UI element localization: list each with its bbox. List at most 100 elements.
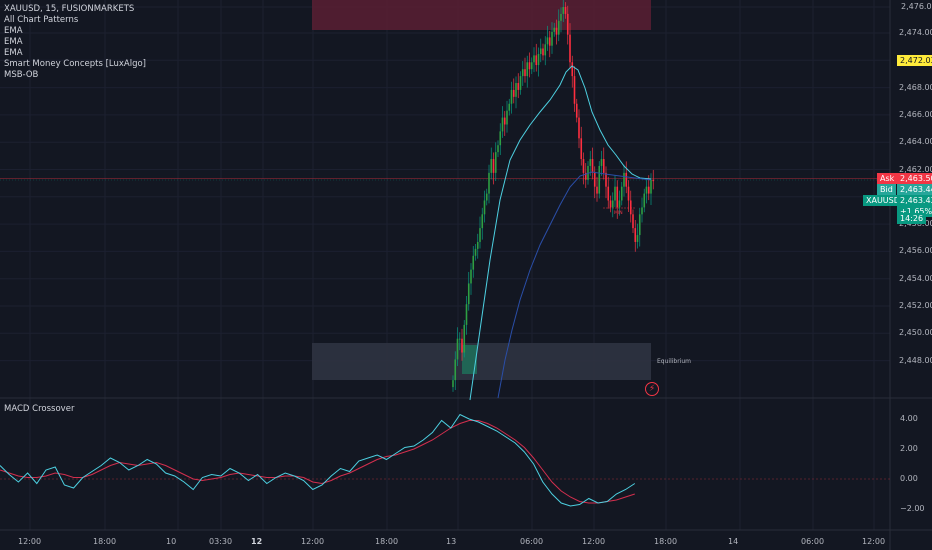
- time-axis-label: 12: [251, 537, 263, 546]
- time-axis-label: 12:00: [301, 537, 325, 546]
- bull-candle: [600, 159, 603, 166]
- time-axis-label: 10: [166, 537, 177, 546]
- ask-label: Ask: [877, 173, 898, 184]
- macd-axis-label: −2.00: [900, 504, 925, 513]
- bear-candle: [605, 172, 607, 187]
- bear-candle: [571, 62, 574, 77]
- price-axis-label: 2,456.00: [899, 246, 932, 256]
- indicator-ema-1[interactable]: EMA: [4, 26, 23, 36]
- bull-candle: [497, 145, 499, 153]
- bull-candle: [456, 338, 459, 360]
- bull-candle: [557, 20, 560, 35]
- bull-candle: [479, 228, 481, 242]
- bull-candle: [533, 55, 535, 63]
- bull-candle: [539, 48, 542, 54]
- bull-candle: [551, 31, 553, 46]
- bear-candle: [528, 62, 531, 70]
- bull-candle: [650, 179, 652, 194]
- bear-candle: [535, 55, 538, 66]
- bear-candle: [584, 172, 587, 180]
- bull-candle: [521, 69, 524, 77]
- time-axis-label: 18:00: [93, 537, 117, 546]
- bull-candle: [638, 214, 641, 236]
- bear-candle: [634, 228, 637, 242]
- price-axis-label: 2,454.00: [899, 273, 932, 283]
- bear-candle: [629, 200, 632, 215]
- indicator-ema-3[interactable]: EMA: [4, 48, 23, 58]
- bear-candle: [517, 83, 520, 90]
- bear-candle: [596, 186, 598, 194]
- bear-candle: [632, 214, 634, 229]
- bull-candle: [515, 83, 517, 97]
- macd-axis-label: 2.00: [900, 444, 918, 453]
- time-axis-label: 06:00: [520, 537, 544, 546]
- bull-candle: [636, 235, 639, 242]
- indicator-smart-money[interactable]: Smart Money Concepts [LuxAlgo]: [4, 59, 146, 69]
- bull-candle: [618, 200, 621, 208]
- bull-candle: [506, 110, 508, 125]
- countdown-tag: 14:26: [897, 213, 927, 224]
- price-axis-label: 2,452.00: [899, 301, 932, 310]
- bull-candle: [508, 103, 511, 111]
- alert-price-tag[interactable]: 2,472.03: [897, 55, 932, 66]
- premium-zone: [312, 0, 651, 30]
- indicator-ema-2[interactable]: EMA: [4, 37, 23, 47]
- bull-candle: [589, 159, 592, 166]
- bull-candle: [645, 186, 648, 194]
- macd-axis-label: 0.00: [900, 474, 918, 483]
- indicator-msb-ob[interactable]: MSB-OB: [4, 70, 39, 80]
- bull-candle: [485, 193, 488, 201]
- bull-candle: [488, 172, 490, 194]
- symbol-tag: XAUUSD: [863, 195, 903, 206]
- macd-pane-label[interactable]: MACD Crossover: [4, 404, 75, 414]
- bull-candle: [499, 131, 502, 146]
- macd-signal-line: [0, 420, 635, 504]
- bull-candle: [467, 283, 470, 305]
- price-axis-label: 2,474.00: [899, 28, 932, 37]
- bid-price-tag: 2,463.44: [897, 184, 932, 195]
- price-axis-label: 2,466.00: [899, 109, 932, 119]
- macd-axis-label: 4.00: [900, 414, 918, 423]
- bull-candle: [623, 172, 625, 187]
- time-axis-label: 14: [728, 537, 739, 546]
- bear-candle: [575, 103, 578, 118]
- time-axis-label: 06:00: [801, 537, 825, 546]
- bull-candle: [463, 324, 466, 353]
- bull-candle: [560, 13, 562, 21]
- ema-fast-line: [469, 65, 652, 401]
- bear-candle: [607, 186, 610, 201]
- bear-candle: [578, 117, 580, 139]
- bull-candle: [537, 53, 540, 66]
- time-axis-label: 13: [446, 537, 457, 546]
- price-axis-label: 2,476.00: [901, 2, 932, 11]
- time-axis-label: 12:00: [862, 537, 886, 546]
- bear-candle: [580, 138, 583, 160]
- bull-candle: [562, 7, 565, 14]
- time-axis-label: 12:00: [18, 537, 42, 546]
- equilibrium-label: Equilibrium: [657, 358, 691, 365]
- bear-candle: [647, 186, 650, 194]
- bull-candle: [476, 241, 479, 249]
- bull-candle: [472, 255, 475, 270]
- price-axis-label: 2,450.00: [899, 328, 932, 338]
- bull-candle: [546, 37, 549, 45]
- bear-candle: [593, 172, 596, 187]
- bull-candle: [483, 200, 486, 215]
- bear-candle: [555, 27, 558, 35]
- lightning-icon[interactable]: ⚡: [645, 382, 659, 396]
- ask-price-tag: 2,463.50: [897, 173, 932, 184]
- bull-candle: [526, 62, 529, 77]
- bear-candle: [573, 76, 576, 104]
- bear-candle: [503, 117, 506, 125]
- indicator-chart-patterns[interactable]: All Chart Patterns: [4, 15, 79, 25]
- bull-candle: [611, 200, 614, 208]
- bear-candle: [564, 7, 567, 14]
- bull-candle: [458, 338, 461, 340]
- bull-candle: [474, 248, 477, 256]
- price-axis-label: 2,448.00: [899, 355, 932, 365]
- bull-candle: [490, 159, 493, 173]
- bear-candle: [512, 89, 515, 97]
- bear-candle: [461, 338, 463, 353]
- chart-title[interactable]: XAUUSD, 15, FUSIONMARKETS: [4, 4, 135, 14]
